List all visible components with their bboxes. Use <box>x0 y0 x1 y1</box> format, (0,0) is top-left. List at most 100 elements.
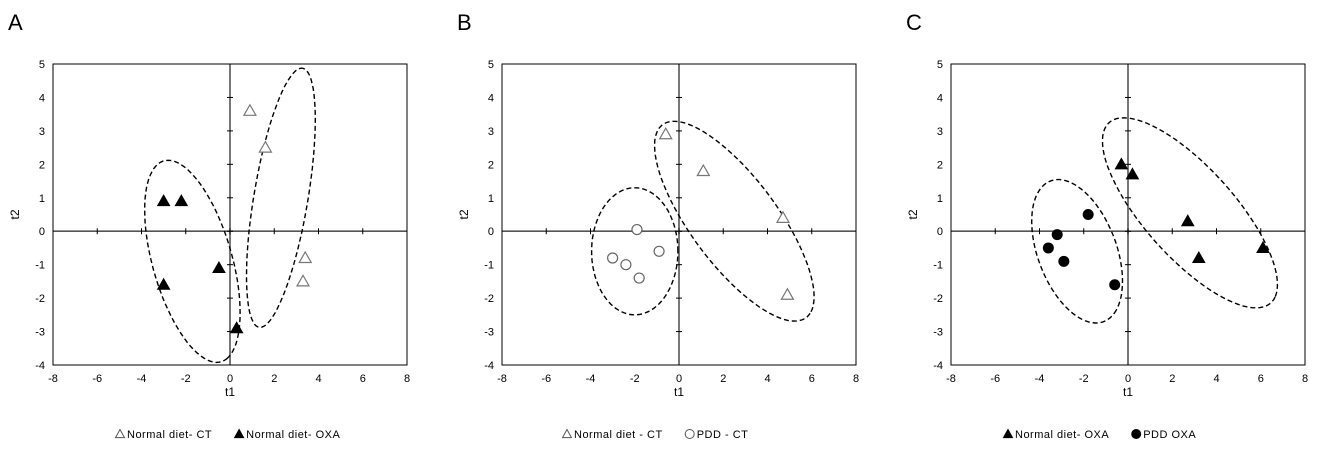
x-tick-label: 8 <box>1302 373 1308 385</box>
data-point-series-2 <box>156 277 171 290</box>
x-tick-label: 4 <box>764 373 770 385</box>
data-point-series-1 <box>258 140 273 153</box>
x-tick-label: 8 <box>404 373 410 385</box>
data-point-series-2 <box>156 194 171 207</box>
group-ellipse-2 <box>1030 178 1124 324</box>
data-point-series-1 <box>1180 214 1195 227</box>
x-tick-label: -4 <box>1035 373 1045 385</box>
data-point-series-2 <box>1058 255 1070 267</box>
group-ellipse-2 <box>143 159 241 364</box>
data-point-series-2 <box>229 321 244 334</box>
legend-label: Normal diet- OXA <box>1015 429 1109 441</box>
y-tick-label: 4 <box>39 92 45 104</box>
x-tick-label: 6 <box>809 373 815 385</box>
y-tick-label: -2 <box>35 293 45 305</box>
y-axis-title: t2 <box>906 209 920 219</box>
x-tick-label: 4 <box>1213 373 1219 385</box>
legend-entry-1: Normal diet- CT <box>114 428 212 441</box>
data-point-series-2 <box>1042 242 1054 254</box>
legend-entry-2: Normal diet- OXA <box>233 428 340 441</box>
legend-triangle-marker <box>561 428 573 439</box>
x-tick-label: -6 <box>990 373 1000 385</box>
legend-label: PDD - CT <box>697 429 749 441</box>
data-point-series-1 <box>1114 157 1129 170</box>
y-tick-label: 3 <box>488 126 494 138</box>
data-point-series-2 <box>1082 209 1094 220</box>
x-tick-label: 6 <box>1258 373 1264 385</box>
legend-entry-1: Normal diet- OXA <box>1002 428 1109 441</box>
y-tick-label: -1 <box>35 260 45 272</box>
legend-label: Normal diet- OXA <box>246 429 340 441</box>
y-tick-label: 0 <box>39 226 45 238</box>
legend-label: Normal diet - CT <box>574 429 663 441</box>
y-axis-title: t2 <box>457 209 471 219</box>
data-point-series-1 <box>1125 167 1140 180</box>
data-point-series-1 <box>1256 240 1270 253</box>
data-point-series-2 <box>631 223 643 236</box>
y-tick-label: 5 <box>488 59 494 71</box>
panel-letter: A <box>8 10 23 35</box>
legend-triangle-marker <box>1002 428 1014 439</box>
legend-triangle-marker <box>233 428 245 439</box>
x-axis-title: t1 <box>674 385 684 399</box>
data-point-series-1 <box>298 250 313 264</box>
y-tick-label: -3 <box>484 327 494 339</box>
x-tick-label: 2 <box>1169 373 1175 385</box>
x-tick-label: 6 <box>360 373 366 385</box>
x-tick-label: 0 <box>676 373 682 385</box>
data-point-series-2 <box>620 259 632 271</box>
data-point-series-1 <box>775 210 791 223</box>
x-tick-label: -4 <box>137 373 147 385</box>
x-tick-label: 2 <box>271 373 277 385</box>
data-point-series-1 <box>780 287 795 300</box>
panel-letter: C <box>906 10 922 35</box>
data-point-series-2 <box>1109 279 1121 291</box>
data-point-series-1 <box>1191 250 1206 263</box>
x-tick-label: 8 <box>853 373 859 385</box>
y-tick-label: 2 <box>39 159 45 171</box>
y-axis-title: t2 <box>8 209 22 219</box>
y-tick-label: 4 <box>488 92 494 104</box>
data-point-series-2 <box>212 261 226 274</box>
data-point-series-1 <box>658 127 673 140</box>
group-ellipse-2 <box>590 187 679 316</box>
legend-triangle-marker <box>114 428 126 439</box>
y-tick-label: -1 <box>933 260 943 272</box>
legend-label: PDD OXA <box>1143 429 1196 441</box>
y-tick-label: -4 <box>933 360 943 372</box>
y-tick-label: 2 <box>937 159 943 171</box>
y-tick-label: -2 <box>933 293 943 305</box>
group-ellipse-1 <box>1101 117 1279 309</box>
data-point-series-2 <box>1051 229 1063 241</box>
x-axis-title: t1 <box>1123 385 1133 399</box>
y-tick-label: 5 <box>937 59 943 71</box>
y-tick-label: 3 <box>39 126 45 138</box>
x-tick-label: -8 <box>497 373 507 385</box>
data-point-series-2 <box>174 194 189 207</box>
legend-entry-1: Normal diet - CT <box>561 428 663 441</box>
y-tick-label: 0 <box>488 226 494 238</box>
x-tick-label: -2 <box>181 373 191 385</box>
y-tick-label: 4 <box>937 92 943 104</box>
x-axis-title: t1 <box>225 385 235 399</box>
group-ellipse-1 <box>245 67 317 329</box>
data-point-series-1 <box>696 163 711 177</box>
data-point-series-2 <box>633 272 645 284</box>
y-tick-label: 1 <box>937 193 943 205</box>
x-tick-label: -6 <box>92 373 102 385</box>
legend-circle-marker <box>1131 429 1142 439</box>
x-tick-label: 2 <box>720 373 726 385</box>
x-tick-label: 0 <box>1125 373 1131 385</box>
x-tick-label: -6 <box>541 373 551 385</box>
x-tick-label: -2 <box>630 373 640 385</box>
x-tick-label: -8 <box>946 373 956 385</box>
data-point-series-1 <box>242 103 257 116</box>
data-point-series-1 <box>295 274 311 287</box>
panel-c: C -8 -6 -4 -2 0 2 4 6 8 -4 -3 -2 -1 0 1 2 3 4 5 t1 t2 Normal d… <box>906 10 1308 441</box>
legend-entry-2: PDD - CT <box>684 429 749 441</box>
x-tick-label: -4 <box>586 373 596 385</box>
y-tick-label: 1 <box>39 193 45 205</box>
data-point-series-2 <box>607 252 619 264</box>
y-tick-label: -3 <box>933 327 943 339</box>
y-tick-label: 2 <box>488 159 494 171</box>
